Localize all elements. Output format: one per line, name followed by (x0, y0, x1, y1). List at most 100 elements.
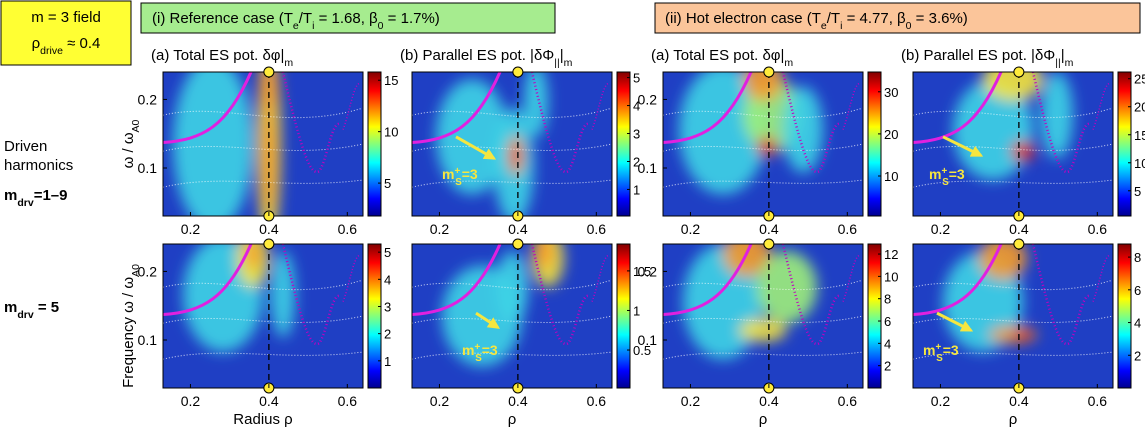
colorbar-tick-label: 10 (884, 169, 898, 184)
plot-frame (662, 71, 864, 217)
field-blob (783, 86, 823, 173)
colorbar-tick-label: 5 (633, 71, 640, 86)
colorbar-tick-label: 4 (384, 272, 391, 287)
text-part: S (455, 176, 462, 187)
field-blob (739, 318, 787, 342)
plot-frame (411, 71, 613, 217)
field-blob (496, 251, 528, 324)
y-tick-label: 0.2 (638, 91, 658, 107)
text-part: + (454, 165, 460, 176)
colorbar-tick-label: 4 (884, 336, 891, 351)
colorbar-tick-label: 25 (1134, 72, 1145, 87)
alfven-curve (281, 244, 340, 346)
alfven-curve (663, 244, 753, 317)
text-part: = 1.7%) (384, 10, 440, 27)
text-part: e (821, 20, 827, 32)
text-part: | (1061, 47, 1065, 64)
text-part: = 5 (34, 299, 59, 316)
x-tick-label: 0.4 (1009, 393, 1029, 409)
heatmap (913, 244, 1113, 388)
colorbar-tick-label: 1.5 (633, 264, 651, 279)
x-tick-label: 0.2 (681, 393, 701, 409)
heatmap (163, 72, 363, 216)
text-part: i (840, 20, 842, 32)
x-tick-label: 0.6 (1088, 393, 1108, 409)
x-tick-label: 0.6 (587, 393, 607, 409)
panel-title: (a) Total ES pot. δφ|m (651, 47, 793, 69)
y-tick-label: 0.1 (138, 332, 158, 348)
text-part: m = 3 field (31, 9, 101, 26)
colorbar (616, 243, 631, 389)
field-blob (261, 100, 277, 216)
x-tick-label: 0.2 (681, 221, 701, 237)
heatmap-field (436, 72, 548, 216)
text-part: /T (827, 10, 840, 27)
field-blob (1041, 72, 1073, 159)
alfven-curve (412, 244, 502, 317)
row-label: harmonics (4, 157, 73, 174)
colorbar-tick-label: 8 (1134, 250, 1141, 265)
annotation: m+ S=3 (929, 165, 965, 187)
colorbar-tick-label: 0.5 (633, 343, 651, 358)
plot-frame (411, 243, 613, 389)
x-tick-label: 0.6 (338, 221, 358, 237)
colorbar-tick-label: 6 (1134, 283, 1141, 298)
text-part: A0 (130, 119, 142, 132)
drive-marker (1013, 238, 1025, 250)
text-part: =3 (462, 166, 478, 182)
text-part: || (1055, 57, 1060, 69)
text-part: = 4.77, β (842, 10, 906, 27)
text-part: =3 (482, 342, 498, 358)
colorbar-tick-label: 30 (884, 85, 898, 100)
text-part: (b) Parallel ES pot. |δΦ (400, 47, 554, 64)
heatmap (163, 244, 363, 388)
x-tick-label: 0.2 (430, 393, 450, 409)
text-part: = 3.6%) (912, 10, 968, 27)
field-blob (511, 144, 521, 168)
text-part: (a) Total ES pot. δφ| (151, 47, 284, 64)
field-blob (271, 251, 295, 338)
text-part: =1–9 (34, 187, 68, 204)
field-blob (534, 244, 554, 269)
x-tick-label: 0.4 (259, 393, 279, 409)
x-tick-label: 0.2 (931, 393, 951, 409)
panel-title: (a) Total ES pot. δφ|m (151, 47, 293, 69)
case-ref-box (140, 2, 556, 34)
row-label: Driven (4, 138, 47, 155)
text-part: m (929, 166, 941, 182)
drive-marker (512, 66, 524, 78)
field-blob (524, 72, 548, 137)
text-part: 0 (378, 20, 384, 32)
y-tick-label: 0.2 (138, 91, 158, 107)
y-tick-label: 0.1 (638, 332, 658, 348)
drive-marker (263, 66, 275, 78)
colorbar-tick-label: 6 (884, 314, 891, 329)
x-axis-label: ρ (1009, 411, 1018, 428)
field-blob (757, 136, 777, 157)
field-label: m = 3 field (31, 9, 101, 26)
case-hot-box (654, 2, 1141, 34)
text-part: + (941, 165, 947, 176)
text-part: ≈ 0.4 (63, 35, 100, 52)
x-tick-label: 0.6 (838, 221, 858, 237)
plot-frame (662, 243, 864, 389)
heatmap (412, 72, 612, 216)
colorbar (1117, 71, 1132, 217)
text-part: m (284, 57, 293, 69)
field-blob (436, 79, 508, 195)
text-part: 0 (906, 20, 912, 32)
colorbar-tick-label: 10 (884, 269, 898, 284)
row-label: mdrv=1–9 (4, 187, 67, 209)
field-blob (173, 72, 253, 216)
colorbar-tick-label: 1 (633, 182, 640, 197)
text-part: (ii) Hot electron case (T (665, 10, 821, 27)
x-axis-label: ρ (508, 411, 517, 428)
x-axis-label: Radius ρ (233, 411, 292, 428)
heatmap (913, 72, 1113, 216)
heatmap (663, 72, 863, 216)
text-part: Frequency ω / ω (120, 277, 137, 388)
colorbar-tick-label: 2 (633, 154, 640, 169)
text-part: (a) Total ES pot. δφ| (651, 47, 784, 64)
x-tick-label: 0.6 (587, 221, 607, 237)
